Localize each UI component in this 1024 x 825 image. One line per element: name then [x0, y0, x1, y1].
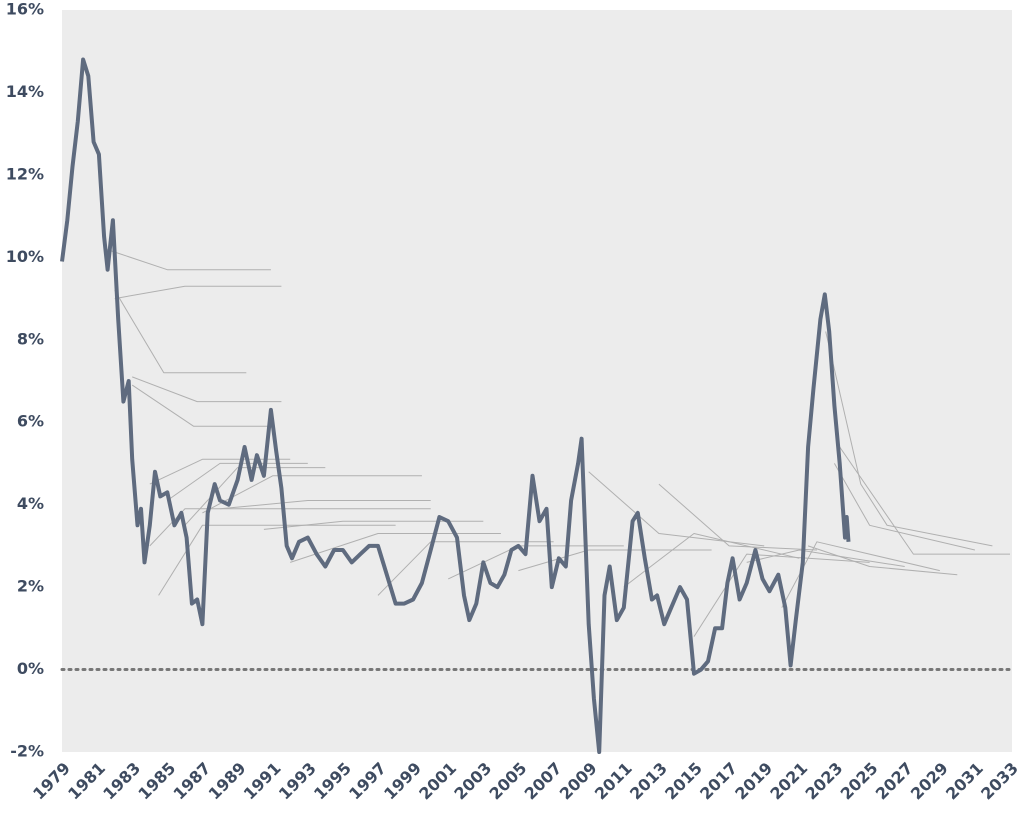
x-tick-label: 2031 — [942, 759, 987, 804]
x-tick-label: 2009 — [556, 759, 601, 804]
x-tick-label: 1999 — [380, 759, 425, 804]
forecast-line — [825, 331, 993, 547]
y-tick-label: 4% — [17, 494, 44, 513]
forecast-line — [377, 541, 554, 596]
forecast-line — [219, 500, 431, 510]
x-tick-label: 1987 — [170, 759, 215, 804]
x-tick-label: 2019 — [731, 759, 776, 804]
forecast-line — [131, 384, 271, 427]
forecast-line — [105, 248, 271, 271]
actual-line — [60, 57, 851, 754]
x-tick-label: 2021 — [766, 759, 811, 804]
forecast-line — [518, 549, 712, 572]
y-tick-label: 2% — [17, 577, 44, 596]
x-tick-label: 2003 — [450, 759, 495, 804]
forecast-line — [833, 463, 976, 551]
x-tick-label: 1983 — [99, 759, 144, 804]
y-tick-label: 14% — [6, 82, 44, 101]
x-tick-label: 1997 — [345, 759, 390, 804]
x-tick-label: 2033 — [977, 759, 1022, 804]
x-tick-label: 1985 — [134, 759, 179, 804]
forecast-line — [149, 458, 291, 485]
x-tick-label: 2025 — [837, 759, 882, 804]
forecast-line — [114, 290, 247, 374]
y-tick-label: 0% — [17, 659, 44, 678]
x-tick-label: 2029 — [907, 759, 952, 804]
x-tick-label: 2017 — [696, 759, 741, 804]
forecast-line — [290, 533, 501, 563]
y-tick-label: 8% — [17, 329, 44, 348]
x-tick-label: 1995 — [310, 759, 355, 804]
forecast-line — [781, 541, 940, 608]
y-tick-label: 16% — [6, 0, 44, 19]
x-tick-label: 2027 — [872, 759, 917, 804]
x-tick-label: 2007 — [521, 759, 566, 804]
forecast-line — [114, 285, 282, 300]
x-tick-label: 1991 — [240, 759, 285, 804]
x-tick-label: 1981 — [64, 759, 109, 804]
x-tick-label: 1979 — [29, 759, 74, 804]
forecast-line — [693, 553, 870, 637]
forecast-line — [158, 524, 396, 596]
y-tick-label: -2% — [10, 742, 44, 761]
forecast-line — [658, 483, 817, 551]
forecast-line — [807, 545, 958, 576]
forecast-line — [132, 376, 282, 403]
x-tick-label: 2001 — [415, 759, 460, 804]
y-tick-label: 6% — [17, 412, 44, 431]
forecast-line — [746, 549, 905, 567]
x-tick-label: 2005 — [486, 759, 531, 804]
plot-area — [62, 10, 1012, 752]
x-tick-label: 1989 — [205, 759, 250, 804]
x-tick-label: 1993 — [275, 759, 320, 804]
x-tick-label: 2011 — [591, 759, 636, 804]
x-tick-label: 2013 — [626, 759, 671, 804]
forecast-line — [839, 446, 1010, 555]
forecast-line — [184, 467, 326, 526]
y-tick-label: 12% — [6, 164, 44, 183]
forecast-line — [202, 475, 422, 514]
x-tick-label: 2015 — [661, 759, 706, 804]
x-tick-label: 2023 — [802, 759, 847, 804]
y-tick-label: 10% — [6, 247, 44, 266]
forecast-line — [149, 508, 431, 547]
